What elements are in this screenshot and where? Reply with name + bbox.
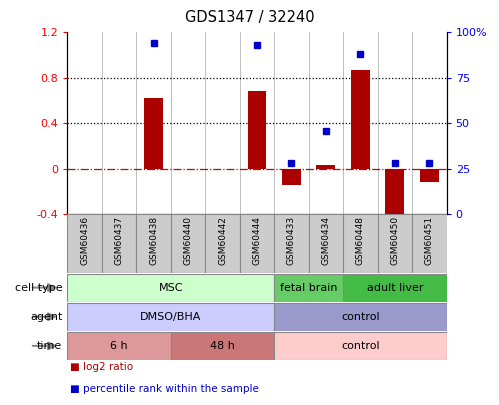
Text: GSM60448: GSM60448 <box>356 216 365 265</box>
Bar <box>316 165 335 169</box>
Bar <box>343 273 447 302</box>
Text: 6 h: 6 h <box>110 341 128 351</box>
Bar <box>378 214 412 273</box>
Text: GSM60444: GSM60444 <box>252 216 261 265</box>
Bar <box>412 214 447 273</box>
Bar <box>136 214 171 273</box>
Text: GSM60436: GSM60436 <box>80 216 89 265</box>
Bar <box>351 70 370 169</box>
Text: time: time <box>37 341 62 351</box>
Text: GSM60438: GSM60438 <box>149 216 158 265</box>
Text: GDS1347 / 32240: GDS1347 / 32240 <box>185 10 314 25</box>
Bar <box>248 92 266 169</box>
Text: control: control <box>341 341 380 351</box>
Bar <box>282 169 301 185</box>
Bar <box>67 273 274 302</box>
Bar <box>274 303 447 331</box>
Bar <box>102 214 136 273</box>
Bar <box>309 214 343 273</box>
Text: ■ percentile rank within the sample: ■ percentile rank within the sample <box>70 384 259 394</box>
Text: agent: agent <box>30 312 62 322</box>
Bar <box>67 332 171 360</box>
Bar <box>274 214 309 273</box>
Bar <box>343 214 378 273</box>
Bar <box>420 169 439 182</box>
Text: control: control <box>341 312 380 322</box>
Text: GSM60440: GSM60440 <box>184 216 193 265</box>
Bar <box>171 214 205 273</box>
Text: GSM60437: GSM60437 <box>115 216 124 265</box>
Bar <box>274 332 447 360</box>
Bar <box>274 273 343 302</box>
Text: DMSO/BHA: DMSO/BHA <box>140 312 202 322</box>
Text: fetal brain: fetal brain <box>280 283 337 292</box>
Bar <box>240 214 274 273</box>
Bar <box>205 214 240 273</box>
Text: adult liver: adult liver <box>367 283 423 292</box>
Bar <box>171 332 274 360</box>
Text: GSM60433: GSM60433 <box>287 216 296 265</box>
Text: 48 h: 48 h <box>210 341 235 351</box>
Text: MSC: MSC <box>159 283 183 292</box>
Bar <box>67 214 102 273</box>
Text: cell type: cell type <box>15 283 62 292</box>
Text: GSM60434: GSM60434 <box>321 216 330 265</box>
Bar <box>385 169 404 228</box>
Bar <box>144 98 163 169</box>
Text: GSM60451: GSM60451 <box>425 216 434 265</box>
Text: ■ log2 ratio: ■ log2 ratio <box>70 362 133 373</box>
Bar <box>67 303 274 331</box>
Text: GSM60450: GSM60450 <box>390 216 399 265</box>
Text: GSM60442: GSM60442 <box>218 216 227 265</box>
